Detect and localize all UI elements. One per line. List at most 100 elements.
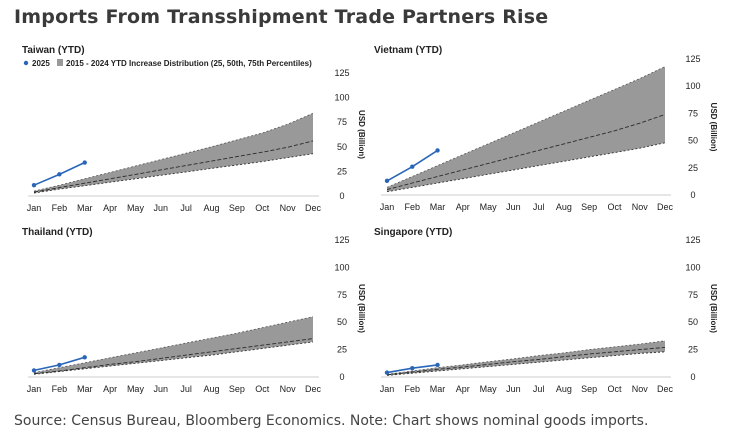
- y-tick-50: 50: [688, 136, 698, 146]
- x-tick-Nov: Nov: [280, 384, 297, 394]
- y-tick-100: 100: [685, 81, 700, 91]
- chart-title: Imports From Transshipment Trade Partner…: [14, 6, 549, 28]
- p75-line: [33, 316, 314, 373]
- series-2025-point-Jan: [384, 370, 390, 375]
- y-tick-125: 125: [334, 68, 349, 78]
- x-tick-Jun: Jun: [506, 202, 521, 212]
- x-tick-Apr: Apr: [456, 202, 470, 212]
- x-tick-Dec: Dec: [657, 384, 674, 394]
- y-axis-label: USD (Billion): [357, 110, 366, 159]
- median-line: [33, 338, 314, 375]
- x-tick-Apr: Apr: [456, 384, 470, 394]
- x-tick-Oct: Oct: [607, 202, 622, 212]
- percentile-band: [387, 66, 665, 192]
- p25-line: [33, 341, 314, 375]
- x-tick-Jan: Jan: [27, 203, 42, 213]
- x-tick-Jun: Jun: [154, 203, 169, 213]
- x-tick-Nov: Nov: [280, 203, 297, 213]
- x-tick-Mar: Mar: [430, 202, 446, 212]
- x-tick-Feb: Feb: [405, 384, 421, 394]
- y-tick-0: 0: [339, 372, 344, 382]
- x-tick-Jan: Jan: [27, 384, 42, 394]
- y-axis-label: USD (Billion): [357, 284, 366, 333]
- y-tick-75: 75: [337, 290, 347, 300]
- x-tick-Nov: Nov: [632, 384, 649, 394]
- x-tick-Dec: Dec: [305, 203, 322, 213]
- y-tick-0: 0: [690, 372, 695, 382]
- x-tick-Jan: Jan: [380, 384, 395, 394]
- legend-label-2025: 2025: [32, 59, 50, 68]
- panel-title: Vietnam (YTD): [374, 45, 442, 56]
- x-tick-Dec: Dec: [657, 202, 674, 212]
- percentile-band: [34, 113, 313, 193]
- series-2025-point-Jan: [31, 182, 37, 188]
- x-tick-Sep: Sep: [581, 202, 597, 212]
- median-line: [33, 140, 314, 193]
- y-tick-25: 25: [337, 345, 347, 355]
- x-tick-Aug: Aug: [556, 384, 572, 394]
- x-tick-Oct: Oct: [255, 384, 270, 394]
- x-tick-Jul: Jul: [533, 384, 545, 394]
- y-tick-50: 50: [337, 142, 347, 152]
- series-2025-point-Mar: [82, 355, 87, 360]
- y-tick-25: 25: [337, 166, 347, 176]
- x-tick-Mar: Mar: [430, 384, 446, 394]
- x-tick-Mar: Mar: [77, 203, 93, 213]
- x-tick-May: May: [480, 384, 498, 394]
- p75-line: [386, 66, 666, 188]
- y-tick-0: 0: [690, 190, 695, 200]
- p25-line: [386, 351, 666, 376]
- y-tick-75: 75: [688, 108, 698, 118]
- x-tick-Aug: Aug: [204, 203, 220, 213]
- series-2025-point-Feb: [410, 164, 415, 169]
- series-2025-point-Jan: [384, 178, 390, 184]
- series-2025-point-Feb: [57, 362, 62, 368]
- x-tick-Jul: Jul: [533, 202, 545, 212]
- p75-line: [33, 112, 314, 192]
- y-tick-25: 25: [688, 163, 698, 173]
- x-tick-Jul: Jul: [180, 203, 192, 213]
- chart-panel-3: Singapore (YTD) Jan Feb Mar Apr May Jun Jul Aug S…: [374, 227, 718, 394]
- x-tick-Mar: Mar: [77, 384, 93, 394]
- x-tick-Feb: Feb: [52, 203, 68, 213]
- x-tick-Jul: Jul: [180, 384, 192, 394]
- y-tick-125: 125: [685, 54, 700, 64]
- median-line: [386, 346, 666, 376]
- percentile-band: [34, 316, 313, 375]
- x-tick-Sep: Sep: [229, 203, 245, 213]
- y-tick-125: 125: [334, 235, 349, 245]
- x-tick-Apr: Apr: [103, 203, 117, 213]
- x-tick-Jan: Jan: [380, 202, 395, 212]
- percentile-band: [387, 340, 665, 376]
- y-tick-75: 75: [337, 117, 347, 127]
- y-tick-75: 75: [688, 290, 698, 300]
- source-note: Source: Census Bureau, Bloomberg Economi…: [14, 413, 649, 429]
- x-tick-Nov: Nov: [632, 202, 649, 212]
- chart-panel-1: Vietnam (YTD) Jan Feb Mar Apr May Jun Jul Aug Sep…: [374, 45, 718, 212]
- y-axis-label: USD (Billion): [709, 103, 718, 152]
- x-tick-Dec: Dec: [305, 384, 322, 394]
- panel-title: Taiwan (YTD): [22, 45, 85, 56]
- x-tick-May: May: [127, 203, 145, 213]
- x-tick-Jun: Jun: [506, 384, 521, 394]
- p75-line: [386, 340, 666, 375]
- x-tick-Oct: Oct: [255, 203, 270, 213]
- x-tick-May: May: [127, 384, 145, 394]
- x-tick-Sep: Sep: [581, 384, 597, 394]
- panel-title: Thailand (YTD): [22, 227, 93, 238]
- p25-line: [33, 153, 314, 194]
- series-2025-point-Mar: [82, 160, 87, 165]
- y-tick-50: 50: [688, 317, 698, 327]
- y-tick-50: 50: [337, 317, 347, 327]
- x-tick-Feb: Feb: [52, 384, 68, 394]
- x-tick-Jun: Jun: [154, 384, 169, 394]
- x-tick-Aug: Aug: [204, 384, 220, 394]
- legend-swatch-band: [57, 59, 63, 66]
- y-tick-100: 100: [334, 262, 349, 272]
- series-2025-point-Feb: [410, 366, 415, 371]
- legend-label-band: 2015 - 2024 YTD Increase Distribution (2…: [66, 59, 312, 68]
- p25-line: [386, 142, 666, 193]
- y-tick-125: 125: [685, 235, 700, 245]
- y-tick-0: 0: [339, 191, 344, 201]
- chart-panel-0: Taiwan (YTD) 2025 2015 - 2024 YTD Increase…: [22, 45, 366, 213]
